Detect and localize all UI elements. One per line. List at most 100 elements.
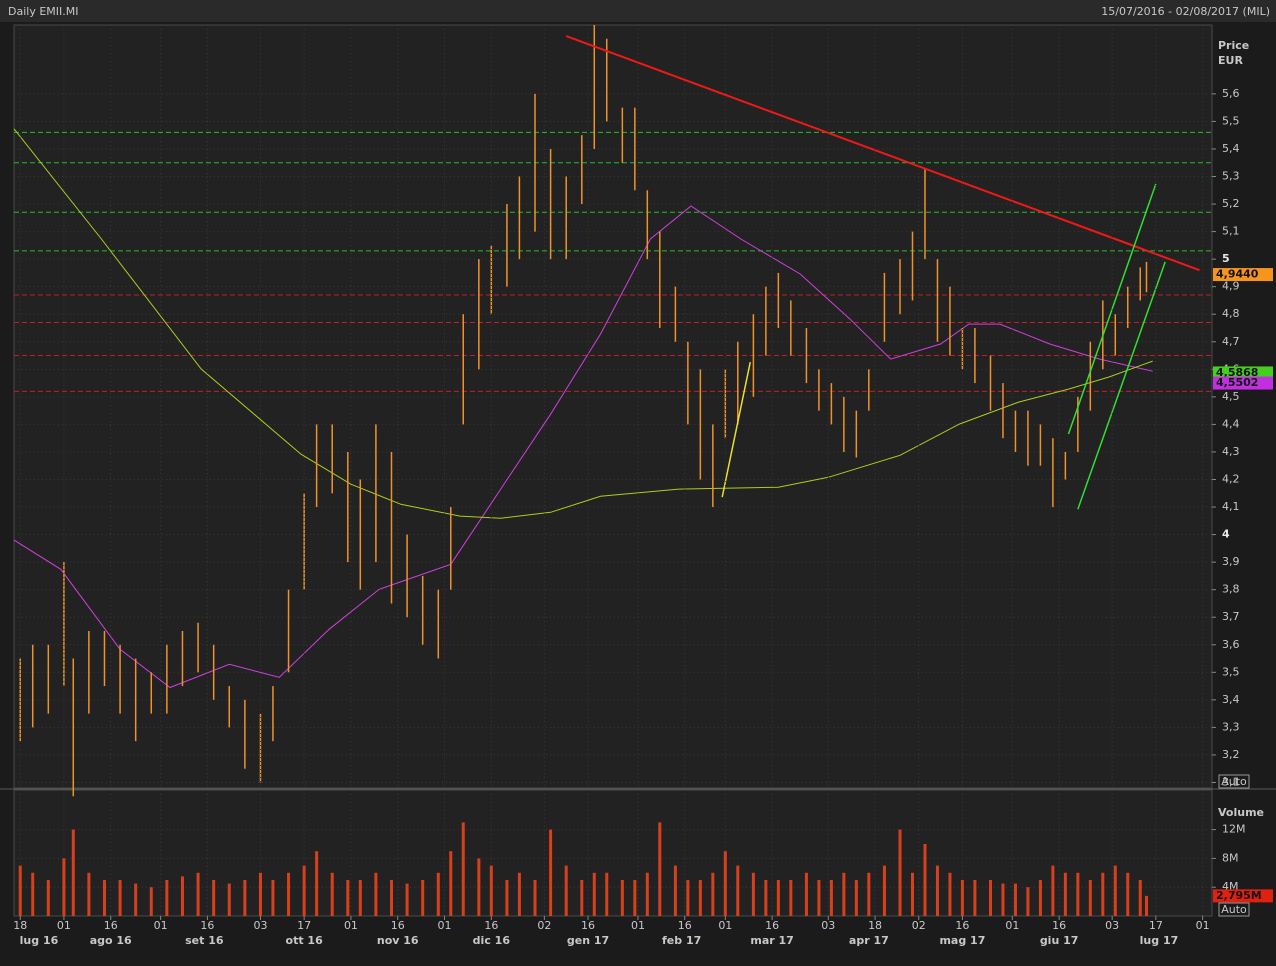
x-tick-label: 02 — [537, 919, 551, 932]
volume-bar — [592, 872, 596, 916]
volume-bar — [988, 880, 992, 916]
volume-bar — [935, 865, 939, 916]
x-tick-label: 16 — [391, 919, 405, 932]
volume-bar — [564, 865, 568, 916]
x-tick-label: 16 — [581, 919, 595, 932]
volume-bar — [330, 872, 334, 916]
x-tick-label: 16 — [104, 919, 118, 932]
auto-button[interactable] — [1218, 902, 1250, 917]
y-tick-label: 3,4 — [1222, 693, 1240, 706]
price-tag-label: 4,5502 — [1216, 376, 1258, 389]
y-tick-label: 5,5 — [1222, 114, 1240, 127]
volume-bar — [436, 872, 440, 916]
x-tick-label: 01 — [438, 919, 452, 932]
volume-bar — [723, 851, 727, 916]
price-axis-unit: EUR — [1218, 54, 1243, 67]
volume-bar — [489, 865, 493, 916]
auto-button-label[interactable]: Auto — [1221, 903, 1247, 916]
x-tick-label: 01 — [1005, 919, 1019, 932]
volume-bar — [580, 880, 584, 916]
volume-bar — [517, 872, 521, 916]
volume-bar — [271, 880, 275, 916]
x-tick-label: 01 — [154, 919, 168, 932]
volume-bar — [804, 872, 808, 916]
volume-bar — [87, 872, 91, 916]
y-tick-label: 5,6 — [1222, 87, 1240, 100]
volume-bar — [673, 865, 677, 916]
y-tick-label: 3,1 — [1222, 775, 1240, 788]
month-label: mar 17 — [750, 934, 793, 947]
trend-line — [721, 361, 752, 498]
price-tag-label: 4,9440 — [1216, 268, 1259, 281]
volume-bar — [302, 865, 306, 916]
volume-bar — [31, 872, 35, 916]
volume-bar — [477, 858, 481, 916]
auto-button[interactable] — [1218, 774, 1250, 789]
trend-line — [1067, 183, 1157, 435]
y-tick-label: 4,4 — [1222, 417, 1240, 430]
volume-bar — [898, 829, 902, 916]
y-tick-label: 3,7 — [1222, 610, 1240, 623]
x-tick-label: 01 — [57, 919, 71, 932]
y-tick-label: 4,7 — [1222, 335, 1240, 348]
y-tick-label: 5,1 — [1222, 225, 1240, 238]
month-label: feb 17 — [662, 934, 701, 947]
y-tick-label: 4,3 — [1222, 445, 1240, 458]
volume-bar — [1138, 880, 1142, 916]
volume-bar — [882, 865, 886, 916]
x-tick-label: 16 — [484, 919, 498, 932]
x-tick-label: 01 — [344, 919, 358, 932]
y-tick-label: 5 — [1222, 252, 1230, 265]
trend-line — [565, 35, 1200, 272]
month-label: giu 17 — [1040, 934, 1079, 947]
month-label: lug 16 — [20, 934, 59, 947]
volume-bar — [923, 844, 927, 916]
x-tick-label: 16 — [955, 919, 969, 932]
chart-title: Daily EMII.MI — [8, 5, 79, 18]
x-tick-label: 18 — [868, 919, 882, 932]
date-range: 15/07/2016 - 02/08/2017 (MIL) — [1101, 5, 1270, 18]
volume-bar — [405, 883, 409, 916]
moving-average — [13, 128, 1153, 519]
trend-line — [1077, 261, 1166, 510]
volume-bar — [854, 880, 858, 916]
x-tick-label: 03 — [821, 919, 835, 932]
y-tick-label: 5,4 — [1222, 142, 1240, 155]
volume-bar — [287, 872, 291, 916]
volume-bar — [1051, 865, 1055, 916]
x-tick-label: 01 — [718, 919, 732, 932]
volume-bar — [1038, 880, 1042, 916]
y-tick-label: 5,2 — [1222, 197, 1240, 210]
x-tick-label: 17 — [1149, 919, 1163, 932]
y-tick-label: 3,3 — [1222, 720, 1240, 733]
volume-bar — [633, 880, 637, 916]
volume-bar — [196, 872, 200, 916]
volume-bar — [18, 865, 22, 916]
auto-button-label[interactable]: Auto — [1221, 775, 1247, 788]
header-bar — [0, 0, 1276, 22]
volume-bar — [1013, 883, 1017, 916]
volume-bar — [212, 880, 216, 916]
price-tag-label: 4,5868 — [1216, 366, 1258, 379]
volume-bar — [243, 880, 247, 916]
volume-bar — [449, 851, 453, 916]
volume-bar — [817, 880, 821, 916]
volume-bar — [973, 880, 977, 916]
x-tick-label: 16 — [765, 919, 779, 932]
y-tick-label: 4,2 — [1222, 472, 1240, 485]
volume-bar — [948, 872, 952, 916]
volume-bar — [374, 872, 378, 916]
volume-bar — [71, 829, 75, 916]
y-tick-label: 3,6 — [1222, 638, 1240, 651]
volume-bar — [698, 880, 702, 916]
volume-bar — [149, 887, 153, 916]
volume-bar — [1001, 883, 1005, 916]
y-tick-label: 4,9 — [1222, 280, 1240, 293]
volume-bar — [46, 880, 50, 916]
moving-average — [13, 205, 1153, 689]
volume-bar — [605, 872, 609, 916]
volume-bar — [960, 880, 964, 916]
month-label: dic 16 — [473, 934, 511, 947]
price-tag — [1213, 268, 1273, 282]
